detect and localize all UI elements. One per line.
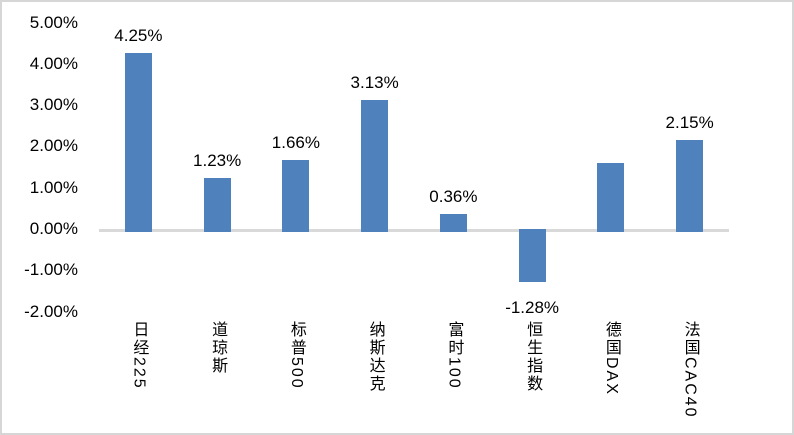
data-label: 1.66% <box>271 133 320 153</box>
chart-bar-标普500 <box>282 160 310 232</box>
y-axis-tick-label: 2.00% <box>29 136 78 156</box>
data-label: 2.15% <box>665 113 714 133</box>
chart-bar-日经225 <box>124 53 152 232</box>
y-axis-tick-label: 5.00% <box>29 12 78 32</box>
x-axis-category-label: 恒生指数 <box>524 321 542 393</box>
y-axis-tick-label: -1.00% <box>24 260 78 280</box>
data-label: -1.28% <box>505 297 560 317</box>
y-axis-tick-label: 1.00% <box>29 177 78 197</box>
x-axis-category-label: 日经225 <box>130 321 148 390</box>
x-axis-category-label: 道琼斯 <box>209 321 227 375</box>
chart-bar-德国DAX <box>597 162 625 232</box>
chart-bar-富时100 <box>439 214 467 232</box>
y-axis-tick-label: 3.00% <box>29 95 78 115</box>
x-axis-category-label: 富时100 <box>445 321 463 390</box>
x-axis-category-label: 标普500 <box>287 321 305 390</box>
chart-bar-道琼斯 <box>203 178 231 232</box>
chart-bar-法国CAC40 <box>676 140 704 232</box>
x-axis-category-label: 纳斯达克 <box>366 321 384 393</box>
data-label: 1.23% <box>193 151 242 171</box>
data-label: 3.13% <box>350 72 399 92</box>
y-axis-tick-label: 0.00% <box>29 219 78 238</box>
x-axis-line <box>99 229 729 232</box>
y-axis-tick-label: 4.00% <box>29 53 78 73</box>
x-axis-category-label: 法国CAC40 <box>681 321 699 419</box>
data-label: 0.36% <box>429 187 478 207</box>
chart-bar-恒生指数 <box>518 229 546 282</box>
y-axis-tick-label: -2.00% <box>24 301 78 321</box>
chart-bar-纳斯达克 <box>361 99 389 232</box>
data-label: 4.25% <box>114 26 163 46</box>
x-axis-category-label: 德国DAX <box>602 321 620 396</box>
